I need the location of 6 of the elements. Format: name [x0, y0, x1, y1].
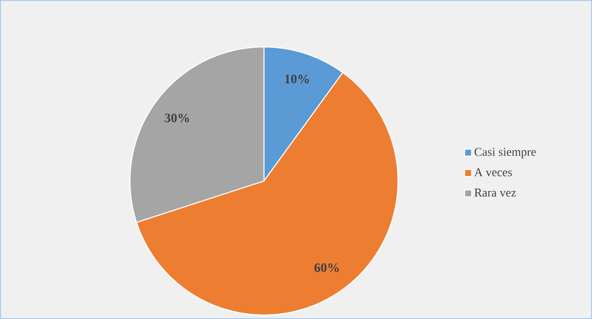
legend-label: Rara vez [474, 188, 516, 197]
data-label: 30% [164, 114, 189, 122]
data-label: 60% [314, 263, 339, 272]
data-label: 10% [285, 74, 309, 84]
legend-label: A veces [474, 168, 512, 176]
legend-label: Casi siempre [474, 148, 536, 158]
